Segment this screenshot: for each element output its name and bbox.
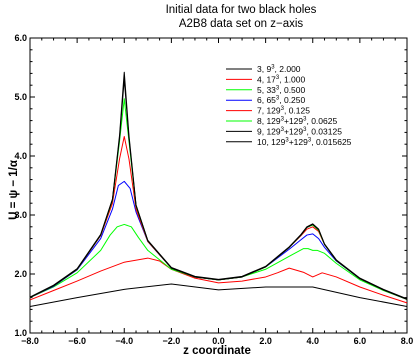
y-tick-label: 4.0	[14, 151, 27, 161]
series-line-1	[29, 283, 408, 307]
y-axis-label: U = ψ − 1/α	[8, 160, 20, 220]
x-tick-label: 6.0	[354, 336, 367, 346]
y-tick-label: 3.0	[14, 210, 27, 220]
y-tick-label: 1.0	[14, 328, 27, 338]
plot-area: −8.0 −6.0 −4.0 −2.0 0.0 2.0 4.0 6.0 8.0 1.0 2.0 3.0…	[14, 33, 413, 346]
series-line-6	[29, 98, 408, 300]
x-tick-label: 4.0	[306, 336, 319, 346]
x-tick-label: −4.0	[115, 336, 133, 346]
x-axis-label: z coordinate	[183, 345, 251, 357]
chart-subtitle: A2B8 data set on z−axis	[179, 18, 304, 30]
series-line-7	[29, 78, 408, 300]
series-line-3	[29, 223, 408, 300]
legend-label-6: 8, 1293+1293, 0.0625	[257, 116, 337, 126]
y-tick-label: 5.0	[14, 92, 27, 102]
series-line-2	[29, 257, 408, 304]
x-tick-label: −6.0	[68, 336, 86, 346]
chart-title: Initial data for two black holes	[166, 4, 317, 16]
legend-label-3: 5, 333, 0.500	[257, 85, 306, 95]
x-tick-label: 0.0	[212, 336, 225, 346]
x-tick-label: 2.0	[259, 336, 272, 346]
series-line-5	[29, 136, 408, 300]
plot-frame	[29, 37, 408, 334]
x-tick-label: −8.0	[21, 336, 39, 346]
legend-label-4: 6, 653, 0.250	[257, 95, 306, 105]
legend-label-2: 4, 173, 1.000	[257, 74, 306, 84]
series-line-8	[29, 71, 408, 300]
legend-label-8: 10, 1293+1293, 0.015625	[257, 137, 352, 147]
x-tick-label: 8.0	[401, 336, 414, 346]
y-tick-label: 6.0	[14, 33, 27, 43]
series-line-4	[29, 180, 408, 300]
y-tick-label: 2.0	[14, 269, 27, 279]
legend-label-1: 3, 93, 2.000	[257, 64, 301, 74]
legend-label-7: 9, 1293+1293, 0.03125	[257, 126, 342, 136]
legend-label-5: 7, 1293, 0.125	[257, 106, 310, 116]
x-tick-label: −2.0	[162, 336, 180, 346]
